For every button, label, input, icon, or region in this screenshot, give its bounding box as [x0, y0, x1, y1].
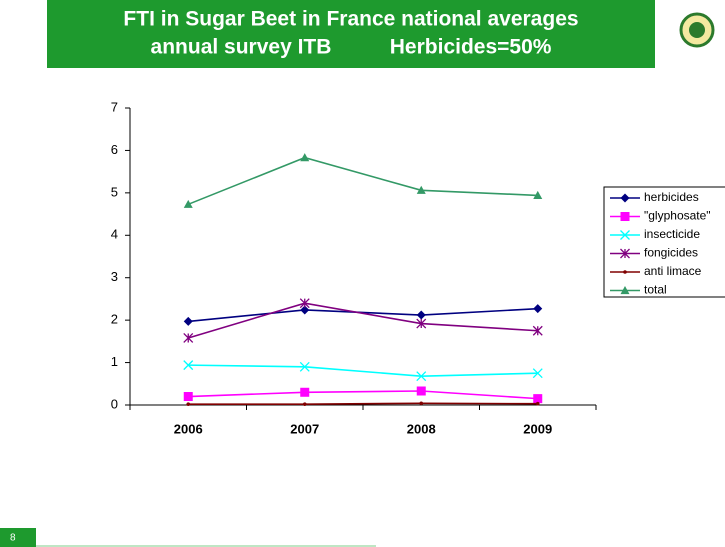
y-tick-label: 1 — [111, 354, 118, 369]
marker — [533, 394, 543, 404]
y-tick-label: 7 — [111, 99, 118, 114]
marker — [183, 360, 194, 371]
marker — [183, 199, 193, 208]
y-tick-label: 2 — [111, 312, 118, 327]
x-tick-label: 2006 — [174, 421, 203, 436]
marker — [620, 193, 630, 203]
legend-label: "glyphosate" — [644, 209, 711, 223]
marker — [183, 316, 193, 326]
slide-number: 8 — [10, 533, 16, 544]
title-banner — [47, 0, 655, 68]
series-line — [188, 402, 538, 405]
marker — [183, 392, 193, 402]
marker — [186, 402, 191, 406]
marker — [300, 153, 310, 162]
y-tick-label: 4 — [111, 227, 118, 242]
slide-number-box — [0, 528, 36, 547]
logo — [679, 12, 715, 48]
series-line — [188, 307, 538, 323]
legend-box — [603, 186, 725, 298]
marker — [416, 386, 426, 396]
y-tick-label: 3 — [111, 269, 118, 284]
marker — [620, 230, 630, 240]
x-tick-label: 2008 — [407, 421, 436, 436]
legend-label: total — [644, 283, 667, 297]
marker — [533, 304, 543, 314]
marker — [620, 286, 630, 295]
marker — [302, 402, 307, 406]
chart-subtitle: annual survey ITB Herbicides=50% — [151, 36, 552, 59]
legend-label: herbicides — [644, 190, 699, 204]
marker — [416, 371, 427, 382]
y-tick-label: 0 — [111, 396, 118, 411]
marker — [532, 368, 543, 379]
series-line — [188, 302, 538, 339]
marker — [532, 325, 543, 336]
marker — [419, 401, 424, 406]
marker — [620, 212, 630, 221]
marker — [623, 270, 627, 274]
marker — [299, 298, 310, 309]
marker — [535, 401, 540, 406]
marker — [620, 248, 630, 259]
y-tick-label: 6 — [111, 142, 118, 157]
legend-label: insecticide — [644, 227, 700, 241]
x-tick-label: 2009 — [523, 421, 552, 436]
marker — [416, 318, 427, 329]
marker — [183, 333, 194, 343]
marker — [300, 305, 310, 315]
chart-title: FTI in Sugar Beet in France national ave… — [123, 8, 578, 31]
x-tick-label: 2007 — [290, 421, 319, 436]
marker — [416, 310, 426, 320]
marker — [416, 185, 426, 194]
marker — [533, 190, 543, 200]
y-tick-label: 5 — [111, 184, 118, 199]
marker — [300, 387, 310, 397]
series-line — [187, 156, 538, 206]
legend-label: anti limace — [644, 264, 702, 278]
series-line — [188, 364, 538, 377]
marker — [299, 361, 310, 372]
legend-label: fongicides — [644, 246, 698, 260]
series-line — [188, 390, 538, 400]
